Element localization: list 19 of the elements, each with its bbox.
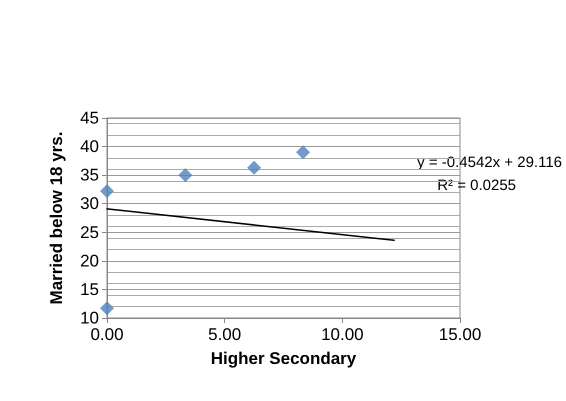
x-tick-label: 5.00: [208, 325, 242, 344]
point: [100, 301, 114, 316]
y-tick-label: 15: [80, 280, 99, 299]
point: [100, 184, 114, 198]
y-tick-label: 25: [80, 222, 99, 242]
point: [247, 160, 262, 175]
x-tick-label: 15.00: [438, 325, 482, 344]
y-tick-label: 45: [80, 108, 99, 128]
y-tick-label: 30: [80, 194, 99, 214]
y-tick-label: 40: [80, 137, 99, 156]
x-axis-title: Higher Secondary: [210, 349, 357, 368]
x-tick-label: 0.00: [90, 325, 124, 344]
y-tick-label: 20: [80, 251, 99, 270]
point: [296, 145, 310, 160]
point: [178, 168, 192, 182]
y-tick-label: 10: [80, 308, 99, 328]
y-tick-label: 35: [80, 166, 99, 185]
y-axis-title: Married below 18 yrs.: [47, 132, 66, 304]
x-tick-label: 10.00: [321, 325, 364, 344]
